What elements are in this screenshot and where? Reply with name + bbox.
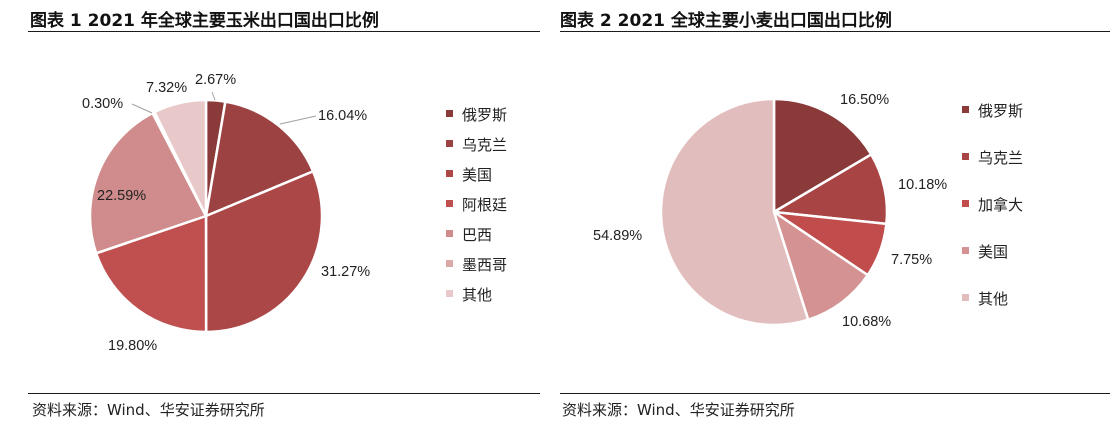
legend-swatch bbox=[446, 290, 453, 297]
legend-label: 阿根廷 bbox=[462, 196, 507, 214]
legend-label: 乌克兰 bbox=[978, 149, 1023, 167]
legend-label: 加拿大 bbox=[978, 196, 1023, 214]
panel-corn: 图表 1 2021 年全球主要玉米出口国出口比例 2.67% 俄罗斯 16.04% 乌… bbox=[0, 0, 550, 447]
data-label: 16.50% bbox=[840, 92, 889, 108]
pie-slice-0 bbox=[772, 97, 873, 215]
panel-wheat: 图表 2 2021 全球主要小麦出口国出口比例 16.50% 俄罗斯 10.18% 乌… bbox=[560, 0, 1114, 447]
legend-label: 其他 bbox=[978, 290, 1008, 308]
data-label: 10.68% bbox=[842, 314, 891, 330]
data-label: 16.04% bbox=[318, 108, 367, 124]
legend-swatch bbox=[446, 170, 453, 177]
data-label: 22.59% bbox=[97, 188, 146, 204]
pie-slice-1 bbox=[770, 152, 889, 226]
data-label: 7.32% bbox=[146, 80, 187, 96]
data-label: 2.67% bbox=[195, 72, 236, 88]
legend-swatch bbox=[446, 230, 453, 237]
data-label: 0.30% bbox=[82, 96, 123, 112]
legend-swatch bbox=[446, 200, 453, 207]
legend-label: 墨西哥 bbox=[462, 256, 507, 274]
leader-line bbox=[211, 91, 216, 101]
legend-swatch bbox=[446, 110, 453, 117]
data-label: 19.80% bbox=[108, 338, 157, 354]
legend-swatch bbox=[962, 247, 969, 254]
legend-label: 乌克兰 bbox=[462, 136, 507, 154]
pie-slice-2 bbox=[204, 169, 324, 334]
leader-line bbox=[279, 115, 317, 125]
pie-slice-1 bbox=[204, 100, 315, 219]
pie-slice-4 bbox=[88, 111, 208, 255]
legend-label: 巴西 bbox=[462, 226, 492, 244]
legend-swatch bbox=[446, 140, 453, 147]
bottom-rule bbox=[28, 393, 540, 394]
bottom-rule bbox=[560, 393, 1110, 394]
source-note: 资料来源：Wind、华安证券研究所 bbox=[562, 401, 795, 419]
legend-swatch bbox=[962, 106, 969, 113]
data-label: 54.89% bbox=[593, 228, 642, 244]
pie-slice-4 bbox=[659, 97, 810, 327]
legend-swatch bbox=[962, 153, 969, 160]
legend-swatch bbox=[446, 260, 453, 267]
legend-swatch bbox=[962, 294, 969, 301]
legend-label: 美国 bbox=[978, 243, 1008, 261]
legend-label: 俄罗斯 bbox=[978, 102, 1023, 120]
data-label: 10.18% bbox=[898, 177, 947, 193]
pie-slice-3 bbox=[771, 208, 870, 322]
data-label: 7.75% bbox=[891, 252, 932, 268]
source-note: 资料来源：Wind、华安证券研究所 bbox=[32, 401, 265, 419]
legend-label: 俄罗斯 bbox=[462, 106, 507, 124]
legend-label: 其他 bbox=[462, 286, 492, 304]
legend-label: 美国 bbox=[462, 166, 492, 184]
legend-swatch bbox=[962, 200, 969, 207]
chart-title: 图表 1 2021 年全球主要玉米出口国出口比例 bbox=[30, 11, 379, 31]
chart-title: 图表 2 2021 全球主要小麦出口国出口比例 bbox=[560, 11, 892, 31]
data-label: 31.27% bbox=[321, 264, 370, 280]
pie-slice-6 bbox=[152, 98, 208, 217]
pie-chart-corn: 2.67% 俄罗斯 16.04% 乌克兰 31.27% 美国 19.80% 阿根廷 22.59%… bbox=[82, 72, 507, 354]
top-rule bbox=[560, 31, 1110, 32]
leader-line bbox=[131, 103, 153, 114]
pie-chart-wheat: 16.50% 俄罗斯 10.18% 乌克兰 7.75% 加拿大 10.68% 美国 54.89%… bbox=[593, 92, 1023, 330]
top-rule bbox=[28, 31, 540, 32]
